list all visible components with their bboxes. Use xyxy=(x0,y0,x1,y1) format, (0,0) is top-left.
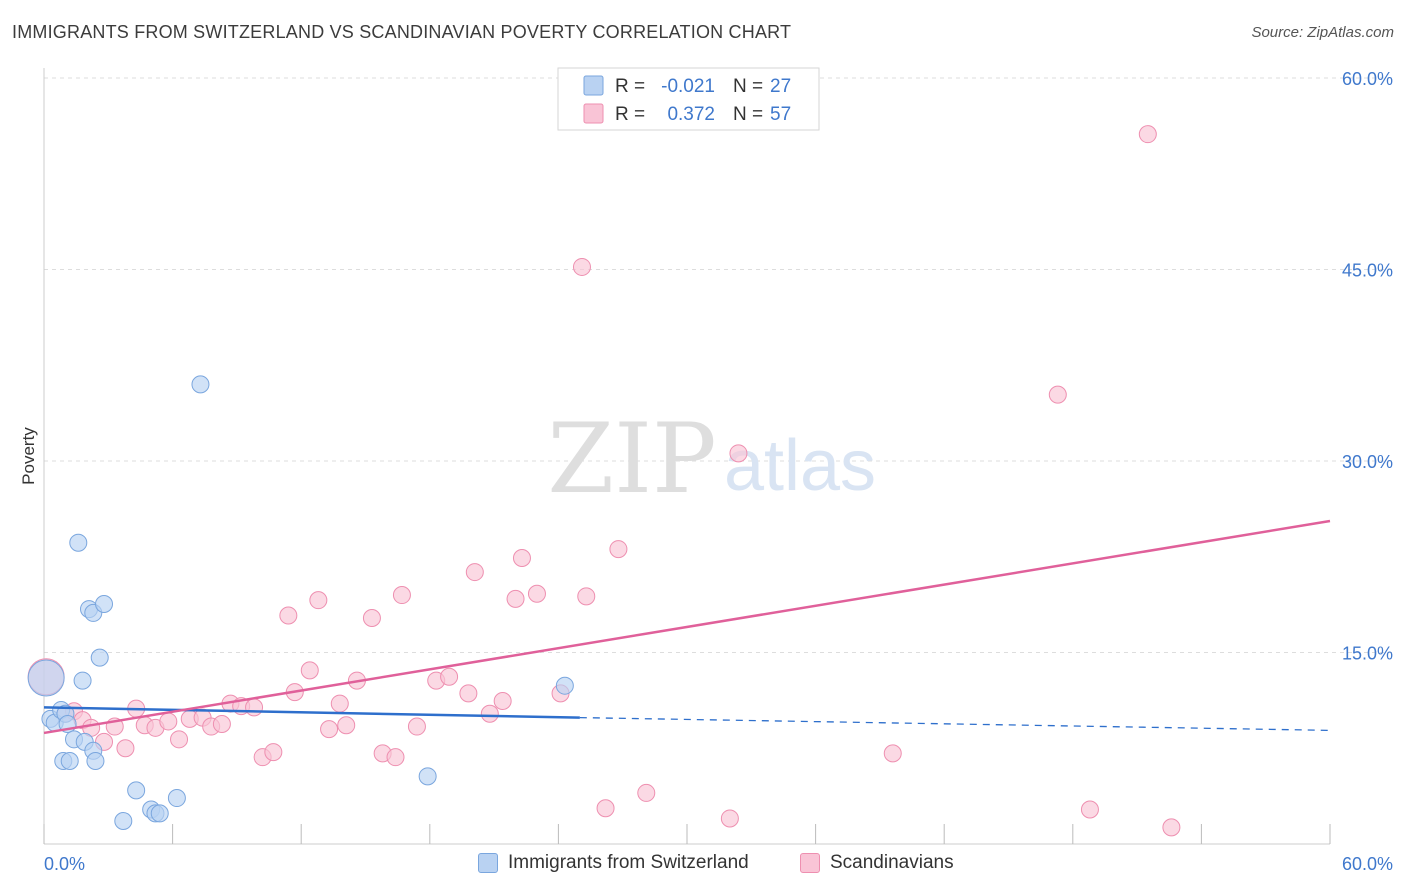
series-legend: Immigrants from Switzerland Scandinavian… xyxy=(0,852,1406,878)
point-scandinavians xyxy=(440,667,459,686)
axes xyxy=(43,68,1331,845)
point-scandinavians xyxy=(729,444,748,463)
point-switzerland xyxy=(73,671,92,690)
legend-n-label-pink: N = xyxy=(733,104,763,125)
watermark-zip: ZIP xyxy=(547,403,716,515)
point-switzerland xyxy=(95,594,114,613)
point-switzerland xyxy=(150,804,169,823)
point-switzerland xyxy=(69,533,88,552)
point-scandinavians xyxy=(170,730,189,749)
point-scandinavians xyxy=(572,257,591,276)
trend-lines xyxy=(43,519,1331,735)
legend-r-label-blue: R = xyxy=(615,76,645,97)
point-scandinavians xyxy=(330,694,349,713)
point-scandinavians xyxy=(264,743,283,762)
source-label: Source: ZipAtlas.com xyxy=(1251,24,1394,41)
point-scandinavians xyxy=(300,661,319,680)
trend-line-scandinavians xyxy=(43,519,1331,735)
y-tick-label: 60.0% xyxy=(1342,69,1393,89)
point-switzerland xyxy=(114,812,133,831)
point-switzerland xyxy=(60,752,79,771)
point-scandinavians xyxy=(116,739,135,758)
chart-title: IMMIGRANTS FROM SWITZERLAND VS SCANDINAV… xyxy=(12,22,792,42)
point-scandinavians xyxy=(512,549,531,568)
point-scandinavians xyxy=(1162,818,1181,837)
point-scandinavians xyxy=(493,692,512,711)
correlation-legend: R = -0.021 N = 27 R = 0.372 N = 57 xyxy=(557,67,820,131)
point-scandinavians xyxy=(386,748,405,767)
point-scandinavians xyxy=(362,609,381,628)
trend-line-switzerland-extension xyxy=(579,716,1331,732)
point-scandinavians xyxy=(245,698,264,717)
legend-r-value-pink: 0.372 xyxy=(667,104,715,125)
legend-n-label-blue: N = xyxy=(733,76,763,97)
legend-swatch-switzerland xyxy=(478,853,498,873)
point-scandinavians xyxy=(279,606,298,625)
legend-swatch-blue xyxy=(583,75,604,96)
y-tick-label: 15.0% xyxy=(1342,644,1393,664)
legend-label-scandinavians: Scandinavians xyxy=(830,852,954,873)
legend-r-value-blue: -0.021 xyxy=(661,76,715,97)
point-scandinavians xyxy=(720,809,739,828)
legend-n-value-blue: 27 xyxy=(770,76,791,97)
x-tick-label-max: 60.0% xyxy=(1342,854,1393,874)
point-scandinavians xyxy=(337,716,356,735)
tick-labels: 15.0% 30.0% 45.0% 60.0% 0.0% 60.0% xyxy=(44,69,1393,874)
point-scandinavians xyxy=(609,540,628,559)
point-scandinavians xyxy=(527,584,546,603)
point-scandinavians xyxy=(596,799,615,818)
point-switzerland xyxy=(86,752,105,771)
point-scandinavians xyxy=(407,717,426,736)
point-switzerland xyxy=(90,648,109,667)
trend-line-switzerland xyxy=(43,706,580,719)
legend-swatch-scandinavians xyxy=(800,853,820,873)
watermark: ZIP atlas xyxy=(547,403,876,515)
point-scandinavians xyxy=(1138,125,1157,144)
point-scandinavians xyxy=(212,714,231,733)
point-switzerland xyxy=(191,375,210,394)
point-scandinavians xyxy=(465,563,484,582)
point-scandinavians xyxy=(883,744,902,763)
point-scandinavians xyxy=(309,591,328,610)
point-switzerland xyxy=(555,676,574,695)
point-scandinavians xyxy=(480,704,499,723)
legend-label-switzerland: Immigrants from Switzerland xyxy=(508,852,749,873)
point-switzerland xyxy=(27,659,65,697)
legend-swatch-pink xyxy=(583,103,604,124)
data-points xyxy=(27,125,1181,837)
watermark-atlas: atlas xyxy=(724,426,876,506)
legend-n-value-pink: 57 xyxy=(770,104,791,125)
legend-item-scandinavians[interactable]: Scandinavians xyxy=(800,852,954,874)
point-scandinavians xyxy=(1080,800,1099,819)
point-scandinavians xyxy=(577,587,596,606)
point-switzerland xyxy=(418,767,437,786)
point-scandinavians xyxy=(506,589,525,608)
point-scandinavians xyxy=(637,783,656,802)
point-scandinavians xyxy=(159,712,178,731)
point-scandinavians xyxy=(320,720,339,739)
y-axis-label: Poverty xyxy=(19,427,38,485)
legend-item-switzerland[interactable]: Immigrants from Switzerland xyxy=(478,852,749,874)
legend-r-label-pink: R = xyxy=(615,104,645,125)
grid-lines xyxy=(44,77,1392,653)
point-scandinavians xyxy=(392,586,411,605)
y-tick-label: 45.0% xyxy=(1342,261,1393,281)
point-scandinavians xyxy=(459,684,478,703)
y-tick-label: 30.0% xyxy=(1342,452,1393,472)
point-switzerland xyxy=(167,789,186,808)
point-switzerland xyxy=(127,781,146,800)
point-scandinavians xyxy=(1048,385,1067,404)
x-tick-label-min: 0.0% xyxy=(44,854,85,874)
